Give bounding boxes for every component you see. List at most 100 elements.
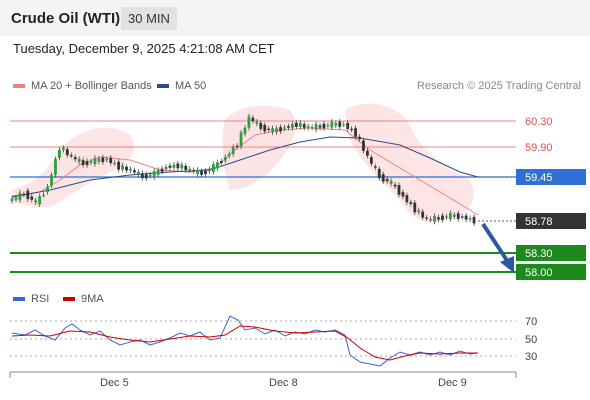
candle-body: [456, 213, 460, 220]
candle-body: [425, 217, 429, 219]
candle-body: [50, 174, 53, 186]
candle-body: [10, 198, 14, 202]
candle-body: [26, 190, 30, 200]
x-tick-dec5: Dec 5: [100, 377, 129, 389]
candle-body: [235, 145, 239, 147]
candle-body: [227, 154, 231, 156]
current-label: 58.78: [525, 216, 553, 228]
candle-body: [433, 215, 436, 222]
candle-body: [231, 147, 235, 155]
rsi-tick-70: 70: [525, 316, 537, 328]
candle-body: [401, 192, 405, 197]
candle-body: [215, 162, 219, 169]
legend-rsi: RSI: [13, 293, 49, 305]
candle-body: [54, 159, 57, 175]
candle-body: [34, 200, 38, 203]
candle-body: [298, 122, 302, 127]
s2-label: 58.00: [525, 267, 553, 279]
r1-label: 59.90: [525, 142, 553, 154]
candle-body: [18, 192, 22, 201]
candle-body: [381, 174, 385, 182]
candle-body: [279, 127, 282, 132]
candle-body: [204, 170, 207, 174]
candle-body: [362, 140, 365, 151]
candle-body: [133, 170, 136, 173]
candle-body: [89, 161, 93, 163]
current-label-bg: [516, 213, 586, 229]
candle-body: [267, 128, 271, 130]
candle-body: [192, 170, 196, 172]
candle-body: [38, 196, 42, 205]
candle-body: [176, 163, 180, 169]
candle-body: [73, 157, 77, 160]
candle-body: [184, 165, 188, 171]
candle-body: [322, 123, 326, 129]
forecast-arrow: [481, 222, 514, 273]
candle-body: [22, 194, 26, 196]
candle-body: [136, 171, 140, 176]
candle-body: [109, 157, 113, 164]
candle-body: [464, 215, 468, 220]
candle-body: [472, 216, 476, 224]
candle-body: [117, 161, 121, 170]
candle-body: [326, 124, 330, 127]
legend-ma50-label: MA 50: [175, 80, 207, 92]
candle-body: [429, 219, 432, 221]
candle-body: [160, 168, 164, 172]
candle-body: [413, 202, 417, 213]
candle-body: [275, 128, 278, 133]
candle-body: [263, 124, 267, 132]
candle-body: [389, 180, 393, 184]
candle-body: [30, 196, 34, 200]
candle-body: [342, 124, 346, 126]
candle-body: [105, 159, 109, 161]
candle-body: [310, 127, 314, 129]
pivot-label: 59.45: [525, 172, 553, 184]
s1-label-bg: [516, 245, 586, 261]
credit-text: Research © 2025 Trading Central: [416, 80, 581, 92]
candle-body: [350, 128, 354, 131]
candle-body: [334, 122, 338, 126]
candle-body: [85, 161, 89, 166]
candle-body: [172, 164, 176, 168]
legend-rsi-label: RSI: [31, 293, 50, 305]
legend-ma20: MA 20 + Bollinger Bands: [13, 80, 152, 92]
x-tick-dec9: Dec 9: [438, 377, 467, 389]
interval-selector[interactable]: 30 MIN: [121, 7, 177, 30]
candle-body: [468, 218, 472, 220]
candle-body: [239, 132, 243, 147]
x-tick-dec8: Dec 8: [269, 377, 298, 389]
candle-body: [14, 197, 18, 200]
candle-body: [101, 157, 105, 163]
candle-body: [180, 164, 184, 169]
candle-body: [441, 215, 444, 220]
candlesticks: [10, 113, 476, 227]
candle-body: [460, 216, 464, 218]
candle-body: [373, 166, 377, 168]
candle-body: [93, 157, 97, 165]
candle-body: [385, 178, 389, 182]
candle-body: [69, 155, 73, 157]
candle-body: [61, 147, 65, 150]
candle-body: [306, 126, 310, 128]
candle-body: [188, 168, 192, 171]
candle-body: [113, 163, 117, 165]
candle-body: [247, 116, 251, 128]
candle-body: [223, 157, 227, 161]
instrument-title: Crude Oil (WTI): [11, 10, 121, 27]
rsi-line: [11, 315, 479, 367]
legend-ma50: MA 50: [157, 80, 206, 92]
candle-body: [377, 168, 381, 179]
candle-body: [397, 185, 401, 195]
candle-body: [405, 195, 409, 203]
candle-body: [144, 174, 148, 179]
candle-body: [444, 216, 448, 218]
candle-body: [77, 158, 81, 162]
band-region-3: [345, 103, 474, 223]
candle-body: [65, 149, 69, 156]
candle-body: [259, 122, 263, 129]
candle-body: [290, 124, 294, 128]
candle-body: [200, 171, 203, 175]
candle-body: [287, 126, 290, 128]
